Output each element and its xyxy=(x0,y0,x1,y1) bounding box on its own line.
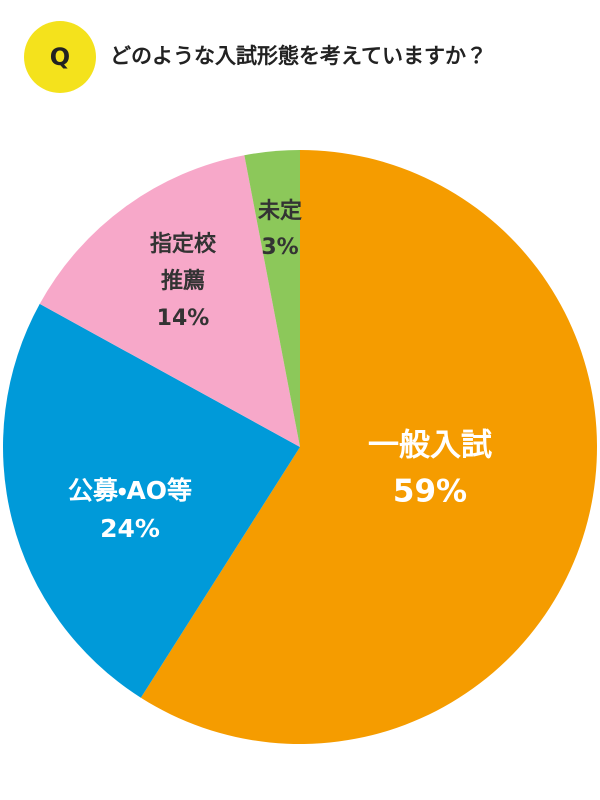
slice-value-label: 14% xyxy=(157,306,210,331)
slice-value-label: 59% xyxy=(393,474,467,510)
slice-label: 指定校推薦 xyxy=(150,231,217,294)
q-badge xyxy=(24,21,96,93)
pie-slice xyxy=(39,155,301,447)
q-letter: Q xyxy=(50,43,70,71)
slice-label: 一般入試 xyxy=(368,428,492,464)
slice-label: 公募・AO等 xyxy=(68,476,192,505)
pie-slice xyxy=(244,150,300,447)
slice-label: 未定 xyxy=(258,199,302,224)
pie-slice xyxy=(140,150,598,744)
slice-value-label: 24% xyxy=(100,514,160,543)
pie-slice xyxy=(2,303,301,698)
slice-value-label: 3% xyxy=(261,235,298,260)
chart-title: どのような入試形態を考えていますか？ xyxy=(110,44,487,68)
